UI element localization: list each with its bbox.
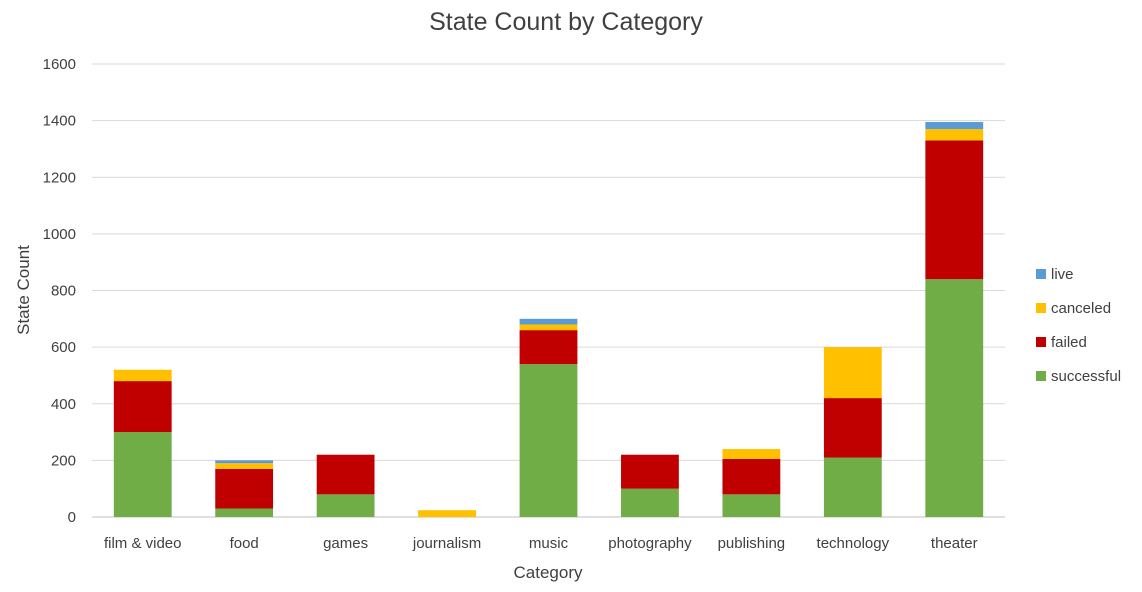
y-tick-label: 800 xyxy=(51,283,76,300)
x-tick-label-games: games xyxy=(323,535,368,552)
x-tick-label-food: food xyxy=(230,535,259,552)
y-tick-label: 400 xyxy=(51,396,76,413)
bar-theater-canceled xyxy=(925,129,984,141)
bar-publishing-successful xyxy=(722,494,781,517)
legend-label-failed: failed xyxy=(1051,334,1087,351)
bar-food-successful xyxy=(215,508,274,517)
bar-film-video-failed xyxy=(113,381,172,433)
bar-theater-live xyxy=(925,122,984,130)
x-tick-label-journalism: journalism xyxy=(412,535,481,552)
x-tick-label-publishing: publishing xyxy=(718,535,786,552)
legend-swatch-failed xyxy=(1036,337,1046,347)
y-tick-label: 1400 xyxy=(43,113,76,130)
bar-film-video-canceled xyxy=(113,369,172,382)
legend-item-failed: failed xyxy=(1036,334,1087,351)
legend-label-successful: successful xyxy=(1051,368,1121,385)
chart-title: State Count by Category xyxy=(429,8,703,36)
bar-technology-successful xyxy=(823,457,882,517)
bar-photography-successful xyxy=(621,488,679,517)
y-tick-label: 1000 xyxy=(43,226,76,243)
x-tick-label-photography: photography xyxy=(608,535,692,552)
bar-food-canceled xyxy=(215,463,274,469)
x-axis-title: Category xyxy=(514,563,583,582)
bar-journalism-canceled xyxy=(418,510,476,517)
legend-swatch-live xyxy=(1036,269,1046,279)
legend-item-canceled: canceled xyxy=(1036,300,1111,317)
x-tick-label-music: music xyxy=(529,535,569,552)
bar-technology-canceled xyxy=(823,347,882,399)
y-axis-title: State Count xyxy=(14,245,33,335)
legend-item-live: live xyxy=(1036,266,1074,283)
bar-publishing-failed xyxy=(722,458,781,495)
x-tick-label-theater: theater xyxy=(931,535,978,552)
bar-music-live xyxy=(519,318,578,325)
y-tick-label: 1600 xyxy=(43,56,76,73)
bar-film-video-successful xyxy=(113,432,172,517)
legend-label-live: live xyxy=(1051,266,1074,283)
y-tick-label: 0 xyxy=(68,509,76,526)
gridlines xyxy=(92,63,1005,518)
y-axis-ticks: 0 200 400 600 800 1000 1200 1400 1600 xyxy=(43,56,76,526)
bar-music-canceled xyxy=(519,324,578,331)
bar-theater-successful xyxy=(925,279,984,517)
x-tick-label-film-video: film & video xyxy=(104,535,182,552)
bar-games-successful xyxy=(316,494,375,517)
bar-music-failed xyxy=(519,330,578,365)
x-tick-label-technology: technology xyxy=(817,535,890,552)
bar-publishing-canceled xyxy=(722,449,781,459)
bars xyxy=(113,122,984,517)
y-tick-label: 200 xyxy=(51,452,76,469)
bar-photography-failed xyxy=(621,454,679,489)
bar-food-live xyxy=(215,460,274,464)
bar-food-failed xyxy=(215,468,274,509)
bar-theater-failed xyxy=(925,140,984,280)
bar-technology-failed xyxy=(823,398,882,458)
x-axis-ticks: film & video food games journalism music phot… xyxy=(104,535,978,552)
bar-games-failed xyxy=(316,454,375,495)
y-tick-label: 600 xyxy=(51,339,76,356)
bar-music-successful xyxy=(519,364,578,517)
legend-swatch-successful xyxy=(1036,371,1046,381)
legend: live canceled failed successful xyxy=(1036,266,1121,385)
legend-label-canceled: canceled xyxy=(1051,300,1111,317)
legend-swatch-canceled xyxy=(1036,303,1046,313)
legend-item-successful: successful xyxy=(1036,368,1121,385)
y-tick-label: 1200 xyxy=(43,169,76,186)
